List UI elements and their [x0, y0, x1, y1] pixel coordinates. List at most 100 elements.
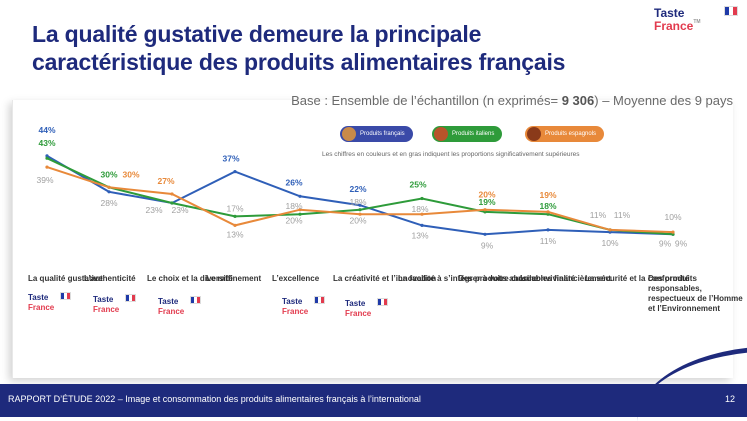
data-point: [107, 190, 111, 194]
category-label: L’excellence: [272, 274, 320, 283]
data-point: [45, 154, 49, 158]
data-point: [483, 210, 487, 214]
data-label: 11%: [614, 210, 631, 220]
data-label: 11%: [540, 236, 557, 246]
data-point: [608, 228, 612, 232]
data-point: [546, 210, 550, 214]
taste-france-logo: Taste FranceTM: [654, 6, 738, 40]
data-label: 9%: [481, 240, 494, 250]
data-point: [608, 230, 612, 234]
data-point: [671, 230, 675, 234]
data-label: 9%: [675, 238, 688, 248]
data-label: 22%: [349, 184, 366, 194]
data-label: 18%: [349, 197, 366, 207]
footer-bar: RAPPORT D’ÉTUDE 2022 – Image et consomma…: [0, 384, 747, 417]
category-label: Le choix et la diversité: [147, 274, 233, 283]
data-label: 13%: [411, 230, 428, 240]
data-point: [45, 165, 49, 169]
data-label: 25%: [409, 180, 426, 190]
data-point: [358, 212, 362, 216]
data-label: 20%: [478, 190, 495, 200]
data-label: 11%: [590, 210, 607, 220]
data-label: 19%: [539, 190, 556, 200]
data-point: [483, 208, 487, 212]
category-label: Des produits abordables financièrement: [458, 274, 611, 283]
data-point: [45, 156, 49, 160]
data-label: 20%: [349, 216, 366, 226]
data-label: 23%: [171, 205, 188, 215]
food-photo-icon: [527, 127, 541, 141]
data-label: 18%: [411, 204, 428, 214]
data-label: 19%: [478, 197, 495, 207]
data-point: [546, 212, 550, 216]
data-label: 39%: [36, 175, 53, 185]
data-point: [358, 203, 362, 207]
data-label: 30%: [122, 169, 139, 179]
category-label: L’authenticité: [84, 274, 136, 283]
food-photo-icon: [434, 127, 448, 141]
category-label: La sécurité et la conformité: [585, 274, 690, 283]
data-point: [233, 170, 237, 174]
data-label: 26%: [285, 177, 302, 187]
data-point: [358, 208, 362, 212]
legend-item-french: Produits français: [340, 126, 413, 142]
page-number: 12: [724, 394, 735, 404]
category-label: La créativité et l’innovation: [333, 274, 437, 283]
base-note: Base : Ensemble de l’échantillon (n expr…: [291, 93, 733, 108]
data-label: 44%: [38, 125, 55, 135]
french-flag-icon: [125, 294, 136, 302]
legend-item-spanish: Produits espagnols: [525, 126, 605, 142]
data-point: [107, 185, 111, 189]
data-label: 18%: [539, 201, 556, 211]
data-point: [671, 232, 675, 236]
footer-text: RAPPORT D’ÉTUDE 2022 – Image et consomma…: [8, 394, 421, 404]
data-label: 23%: [145, 205, 162, 215]
data-label: 9%: [659, 238, 672, 248]
french-flag-icon: [314, 296, 325, 304]
taste-france-mini-logo: Taste France: [282, 296, 325, 323]
data-label: 27%: [157, 176, 174, 186]
data-point: [420, 196, 424, 201]
legend-item-italian: Produits italiens: [432, 126, 503, 142]
data-point: [546, 228, 550, 232]
data-point: [170, 192, 174, 196]
french-flag-icon: [724, 6, 738, 16]
page-title: La qualité gustative demeure la principa…: [32, 21, 566, 75]
data-point: [483, 232, 487, 236]
logo-line-1: Taste: [654, 6, 685, 20]
data-label: 28%: [100, 198, 117, 208]
food-photo-icon: [342, 127, 356, 141]
data-label: 18%: [285, 201, 302, 211]
data-label: 43%: [38, 138, 55, 148]
taste-france-mini-logo: Taste France: [28, 292, 71, 319]
french-flag-icon: [60, 292, 71, 300]
french-flag-icon: [190, 296, 201, 304]
data-point: [170, 201, 174, 205]
data-label: 13%: [226, 229, 243, 239]
logo-line-2: FranceTM: [654, 19, 701, 33]
category-label: Des produits responsables, respectueux d…: [648, 274, 743, 313]
data-label: 20%: [285, 216, 302, 226]
significance-note: Les chiffres en couleurs et en gras indi…: [322, 151, 580, 158]
data-point: [233, 223, 237, 227]
french-flag-icon: [377, 298, 388, 306]
data-point: [233, 214, 237, 218]
data-point: [420, 212, 424, 216]
data-point: [298, 194, 302, 198]
category-label: La convivialité: [520, 274, 576, 283]
data-label: 17%: [226, 203, 243, 213]
data-label: 10%: [664, 212, 681, 222]
category-label: La facilité à s’intégrer à votre cuisine: [398, 274, 539, 283]
taste-france-mini-logo: Taste France: [158, 296, 201, 323]
category-label: Le raffinement: [206, 274, 262, 283]
data-label: 10%: [601, 238, 618, 248]
data-point: [298, 208, 302, 212]
chart-panel: [12, 100, 733, 378]
taste-france-mini-logo: Taste France: [93, 294, 136, 321]
data-label: 37%: [222, 154, 239, 164]
data-point: [298, 212, 302, 216]
data-point: [420, 223, 424, 227]
taste-france-mini-logo: Taste France: [345, 298, 388, 325]
data-label: 30%: [100, 169, 117, 179]
